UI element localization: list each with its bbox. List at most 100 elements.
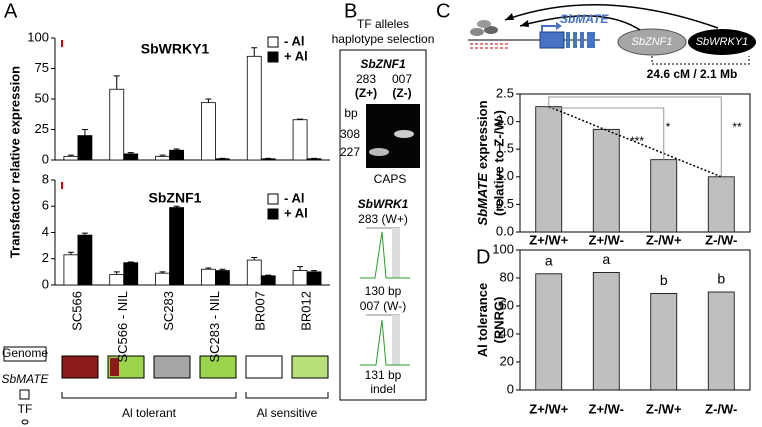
panel-title: TF alleles: [357, 17, 409, 31]
x-tick-label: Z-/W+: [646, 232, 682, 247]
significance-letter: b: [717, 271, 725, 287]
y-tick-label: 0: [507, 381, 514, 396]
y-axis-label-text: expression: [475, 100, 490, 169]
group-label: Al tolerant: [122, 406, 177, 420]
bar: [63, 254, 79, 286]
allele: 283: [356, 72, 376, 86]
bar: [292, 270, 308, 286]
legend-swatch: [267, 208, 279, 220]
y-tick-label: 25: [35, 121, 49, 136]
panel-label: B: [344, 0, 357, 22]
gene-name: SbWRK1: [358, 197, 409, 211]
x-tick-label: SC566: [69, 291, 84, 331]
bar: [707, 176, 735, 233]
y-tick-label: 1.0: [496, 168, 514, 183]
bar: [155, 155, 170, 161]
panel-label: D: [476, 246, 490, 268]
bar: [201, 268, 216, 286]
significance-letter: a: [602, 251, 610, 267]
legend-swatch: [267, 51, 279, 63]
legend-label: + Al: [284, 205, 308, 220]
y-axis-label-text: Al tolerance: [475, 283, 490, 357]
error-bar: [67, 251, 74, 255]
error-bar: [113, 271, 120, 275]
x-tick-label: Z-/W-: [705, 401, 737, 416]
legend-swatch: [267, 193, 279, 205]
bar: [535, 273, 563, 391]
error-bar: [81, 129, 88, 136]
error-bar: [113, 75, 120, 90]
gel-band: [394, 130, 414, 138]
error-bar: [81, 232, 88, 236]
y-tick-label: 75: [35, 60, 49, 75]
y-tick-label: 8: [42, 171, 49, 186]
error-bar: [127, 152, 134, 154]
error-bar: [251, 256, 258, 261]
error-bar: [219, 268, 226, 271]
haplotype: (Z-): [392, 86, 411, 100]
x-tick-label: BR007: [253, 291, 268, 331]
tf-label: SbZNF1: [632, 36, 673, 48]
error-bar: [159, 271, 166, 274]
gel-band: [369, 148, 389, 156]
y-tick-label: 0: [42, 151, 49, 166]
y-tick-label: 0.0: [496, 223, 514, 238]
bar: [707, 291, 735, 391]
genotype-blocks: [61, 355, 329, 399]
error-bar: [311, 270, 318, 272]
method: indel: [370, 382, 395, 396]
chart-title: SbZNF1: [149, 190, 202, 206]
bar: [215, 270, 230, 286]
bar: [592, 128, 620, 233]
bar: [77, 234, 93, 286]
y-axis-label: Transfactor relative expression: [7, 66, 22, 258]
error-bar: [251, 47, 258, 57]
bar: [123, 153, 139, 161]
bar: [169, 149, 184, 161]
error-bar: [297, 118, 304, 120]
genome-icon: [3, 346, 47, 362]
x-tick-label: SC283 - NIL: [207, 291, 222, 363]
significance-mark: **: [732, 120, 742, 134]
error-bar: [265, 274, 272, 276]
bar: [246, 259, 262, 286]
error-bar: [297, 266, 304, 271]
tf-icon: [21, 419, 29, 425]
error-bar: [67, 154, 74, 157]
error-bar: [205, 98, 212, 103]
bar: [169, 207, 184, 286]
plot-frame: [519, 93, 751, 233]
y-axis-label: SbMATE expression: [475, 100, 490, 225]
fragment-size: 130 bp: [365, 284, 402, 298]
y-tick-label: 80: [500, 269, 514, 284]
x-tick-label: BR012: [299, 291, 314, 331]
y-tick-label: 2: [42, 250, 49, 265]
error-bar: [159, 154, 166, 157]
x-tick-label: Z-/W-: [705, 232, 737, 247]
legend-label: + Al: [284, 48, 308, 63]
y-tick-label: 20: [500, 353, 514, 368]
bar: [306, 158, 322, 161]
tf-label: SbWRKY1: [696, 36, 749, 48]
bar: [292, 119, 308, 161]
y-tick-label: 100: [27, 29, 49, 44]
gene-label: SbMATE: [560, 12, 609, 26]
bar: [260, 275, 276, 286]
bar: [201, 102, 216, 161]
y-tick-label: 0: [42, 276, 49, 291]
error-bar: [173, 148, 180, 151]
band-size: 227: [340, 145, 360, 159]
x-tick-label: SC283: [161, 291, 176, 331]
axis-marker: [61, 182, 63, 189]
bar: [155, 272, 170, 286]
legend-label: - Al: [284, 33, 304, 48]
bar: [123, 262, 139, 286]
bracket: [548, 107, 665, 160]
panel-label: A: [4, 0, 18, 22]
bar: [109, 274, 125, 286]
axis-marker: [61, 40, 63, 47]
significance-mark: *: [666, 120, 671, 134]
y-tick-label: 2.0: [496, 113, 514, 128]
legend-text: TF: [18, 402, 33, 416]
